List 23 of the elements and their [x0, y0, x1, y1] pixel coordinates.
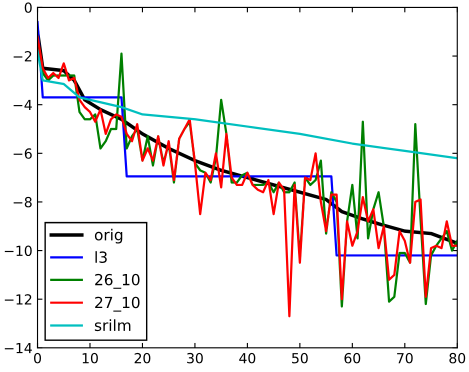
x-tick-label: 30: [187, 352, 203, 364]
legend-label: orig: [94, 228, 122, 244]
x-tick-label: 50: [292, 352, 308, 364]
y-tick-label: 0: [24, 2, 32, 13]
x-tick-label: 10: [82, 352, 98, 364]
y-tick-label: −8: [14, 196, 32, 208]
legend-label: srilm: [94, 319, 130, 332]
y-tick-label: −12: [4, 294, 32, 304]
x-tick-label: 0: [34, 352, 42, 364]
x-tick-label: 60: [344, 352, 360, 364]
y-tick-label: −10: [4, 246, 32, 256]
y-tick-label: −4: [14, 100, 32, 110]
y-tick-label: −6: [14, 148, 32, 159]
x-tick-label: 80: [449, 352, 466, 364]
line-series: [38, 50, 458, 160]
x-tick-label: 20: [134, 352, 150, 364]
x-tick-label: 70: [397, 352, 413, 364]
y-tick-label: −14: [4, 342, 32, 354]
y-tick-label: −2: [14, 51, 32, 62]
legend-label: l3: [95, 251, 107, 263]
x-tick-label: 40: [239, 352, 256, 364]
legend-label: 26_10: [95, 274, 140, 289]
legend-label: 27_10: [95, 296, 140, 312]
